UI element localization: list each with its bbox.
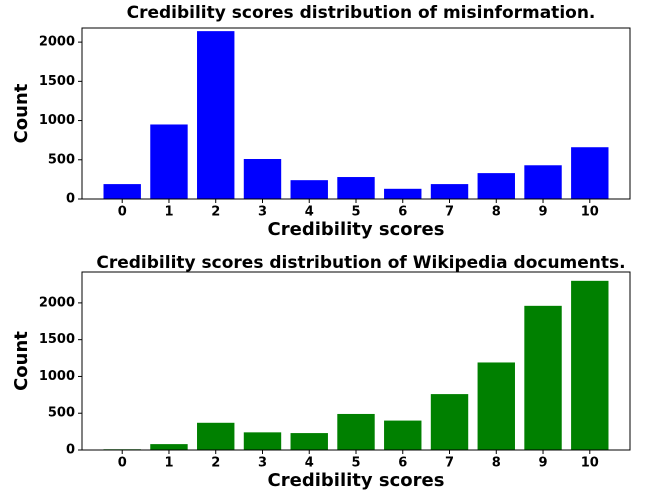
y-tick-label: 2000 <box>39 295 75 310</box>
x-tick-label: 9 <box>539 456 548 471</box>
x-tick-label: 3 <box>258 456 267 471</box>
y-tick-label: 1000 <box>39 369 75 384</box>
chart-title: Credibility scores distribution of misin… <box>127 3 596 23</box>
plot-frame <box>81 271 631 451</box>
x-tick-label: 7 <box>445 205 454 220</box>
bar <box>571 280 609 450</box>
bar <box>430 394 469 450</box>
x-tick-label: 6 <box>398 205 407 220</box>
x-tick-label: 7 <box>445 456 454 471</box>
x-tick-label: 5 <box>351 456 360 471</box>
y-tick-label: 0 <box>66 443 75 458</box>
bar <box>571 147 609 199</box>
x-tick-label: 2 <box>211 456 220 471</box>
y-tick-label: 500 <box>48 152 75 167</box>
bar <box>524 165 562 199</box>
y-axis-label: Count <box>11 83 32 143</box>
bar <box>243 432 282 450</box>
x-tick-label: 8 <box>492 205 501 220</box>
bar <box>197 31 235 199</box>
bar <box>150 124 188 199</box>
y-tick-label: 1500 <box>39 74 75 89</box>
x-tick-label: 8 <box>492 456 501 471</box>
x-tick-label: 1 <box>164 205 173 220</box>
x-tick-label: 4 <box>305 205 314 220</box>
bar <box>290 433 328 450</box>
bar <box>477 362 515 450</box>
bar <box>197 422 235 450</box>
x-tick-label: 0 <box>118 456 127 471</box>
y-tick-label: 2000 <box>39 35 75 50</box>
plot-frame <box>81 27 631 200</box>
x-axis-label: Credibility scores <box>268 470 445 491</box>
x-tick-label: 10 <box>581 456 599 471</box>
x-tick-label: 1 <box>164 456 173 471</box>
bar <box>430 184 469 199</box>
x-tick-label: 0 <box>118 205 127 220</box>
bar <box>477 173 515 199</box>
bar <box>337 177 375 199</box>
bar <box>337 413 375 450</box>
x-tick-label: 10 <box>581 205 599 220</box>
bar <box>290 180 328 199</box>
x-tick-label: 6 <box>398 456 407 471</box>
y-tick-label: 1500 <box>39 332 75 347</box>
bar <box>150 444 188 450</box>
x-tick-label: 3 <box>258 205 267 220</box>
bar <box>524 305 562 450</box>
y-axis-label: Count <box>11 331 32 391</box>
x-tick-label: 4 <box>305 456 314 471</box>
y-tick-label: 0 <box>66 192 75 207</box>
bar <box>103 184 141 199</box>
x-tick-label: 2 <box>211 205 220 220</box>
chart-title: Credibility scores distribution of Wikip… <box>96 253 625 273</box>
x-tick-label: 5 <box>351 205 360 220</box>
x-axis-label: Credibility scores <box>268 219 445 240</box>
bar <box>384 188 422 199</box>
y-tick-label: 1000 <box>39 113 75 128</box>
bar <box>384 420 422 450</box>
bar <box>243 158 282 199</box>
x-tick-label: 9 <box>539 205 548 220</box>
y-tick-label: 500 <box>48 406 75 421</box>
